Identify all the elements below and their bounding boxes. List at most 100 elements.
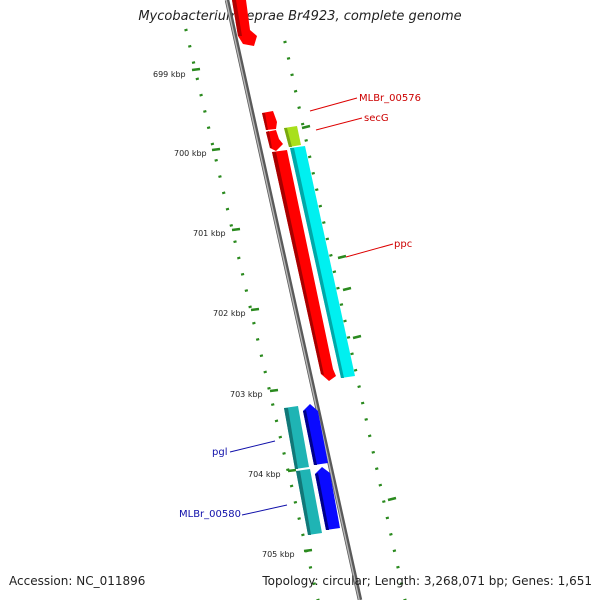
tick-label-704: 704 kbp (248, 470, 281, 479)
minor-tick (336, 286, 340, 290)
minor-tick (382, 500, 386, 503)
minor-tick (221, 191, 226, 195)
minor-tick (270, 403, 275, 407)
minor-tick (312, 582, 317, 586)
minor-tick (263, 370, 267, 374)
minor-tick (252, 321, 256, 325)
label-leaders (229, 97, 394, 516)
minor-tick (278, 435, 283, 439)
genome-summary: Topology: circular; Length: 3,268,071 bp… (262, 574, 592, 588)
minor-tick (350, 352, 354, 356)
ruler-minor-ticks-outer (283, 40, 407, 600)
minor-tick (360, 401, 365, 405)
outer-major-tick-1 (301, 124, 311, 130)
outer-major-tick-5 (387, 496, 397, 502)
minor-tick (225, 207, 230, 211)
minor-tick (286, 468, 290, 472)
minor-tick (282, 451, 286, 455)
minor-tick (255, 337, 260, 341)
minor-tick (187, 44, 192, 48)
minor-tick (218, 175, 222, 179)
genome-backbone (224, 0, 363, 600)
label-mlbr-00576[interactable]: MLBr_00576 (359, 93, 421, 104)
minor-tick (301, 533, 305, 537)
minor-tick (371, 450, 376, 454)
major-tick-700 (211, 147, 221, 152)
tick-label-699: 699 kbp (153, 70, 186, 79)
accession-text: Accession: NC_011896 (9, 574, 146, 588)
minor-tick (206, 126, 211, 130)
gene-labels: MLBr_00576 secG ppc pgl MLBr_00580 (179, 93, 421, 520)
minor-tick (307, 155, 312, 159)
minor-tick (378, 483, 383, 487)
minor-tick (203, 109, 207, 113)
minor-tick (210, 142, 215, 146)
outer-major-tick-4 (352, 334, 362, 340)
reverse-strand-genes (284, 404, 340, 535)
forward-strand-genes (232, 0, 336, 381)
major-tick-699 (191, 67, 201, 72)
minor-tick (300, 122, 305, 126)
tick-label-700: 700 kbp (174, 149, 207, 158)
ruler-major-ticks: 699 kbp 700 kbp 701 kbp 702 kbp 703 kbp … (153, 67, 397, 559)
cds-cyan-block[interactable] (290, 146, 355, 378)
minor-tick (184, 28, 188, 32)
minor-tick (233, 240, 237, 244)
minor-tick (259, 354, 264, 358)
minor-tick (367, 434, 372, 438)
minor-tick (304, 139, 308, 142)
minor-tick (374, 467, 379, 471)
minor-tick (322, 221, 326, 224)
minor-tick (248, 305, 252, 309)
minor-tick (389, 532, 393, 536)
minor-tick (237, 256, 241, 260)
minor-tick (357, 385, 361, 389)
minor-tick (343, 319, 347, 323)
minor-tick (297, 517, 301, 521)
minor-tick (229, 223, 234, 227)
minor-tick (392, 549, 397, 553)
minor-tick (191, 61, 196, 65)
minor-tick (339, 303, 344, 307)
minor-tick (290, 73, 294, 77)
tick-label-701: 701 kbp (193, 229, 226, 238)
minor-tick (311, 171, 316, 175)
minor-tick (332, 270, 337, 274)
minor-tick (240, 272, 245, 276)
minor-tick (274, 419, 279, 423)
minor-tick (396, 565, 400, 569)
gene-mlbr-00580[interactable] (315, 467, 340, 530)
label-pgl[interactable]: pgl (212, 447, 227, 458)
minor-tick (297, 106, 301, 110)
gene-blue-upper[interactable] (303, 404, 328, 465)
minor-tick (195, 77, 200, 81)
major-tick-703 (269, 388, 279, 393)
minor-tick (214, 158, 218, 162)
major-tick-705 (303, 548, 313, 553)
minor-tick (289, 484, 294, 488)
minor-tick (308, 565, 313, 569)
major-tick-704 (287, 468, 297, 473)
minor-tick (325, 237, 330, 241)
label-ppc[interactable]: ppc (394, 239, 412, 250)
minor-tick (283, 40, 287, 44)
label-mlbr-00580[interactable]: MLBr_00580 (179, 509, 241, 520)
tick-label-702: 702 kbp (213, 309, 246, 318)
minor-tick (318, 204, 323, 208)
ruler-minor-ticks-inner (184, 28, 320, 600)
map-title: Mycobacterium leprae Br4923, complete ge… (138, 9, 462, 24)
minor-tick (346, 335, 351, 339)
minor-tick (286, 56, 291, 60)
outer-major-tick-2 (337, 254, 347, 260)
minor-tick (244, 289, 249, 293)
minor-tick (199, 93, 203, 97)
gene-teal-lower[interactable] (296, 469, 322, 535)
minor-tick (329, 253, 333, 257)
tick-label-703: 703 kbp (230, 390, 263, 399)
outer-major-tick-3 (342, 286, 352, 292)
minor-tick (399, 582, 404, 586)
minor-tick (385, 516, 390, 520)
label-secg[interactable]: secG (364, 113, 389, 124)
major-tick-702 (250, 307, 260, 312)
minor-tick (267, 386, 271, 390)
